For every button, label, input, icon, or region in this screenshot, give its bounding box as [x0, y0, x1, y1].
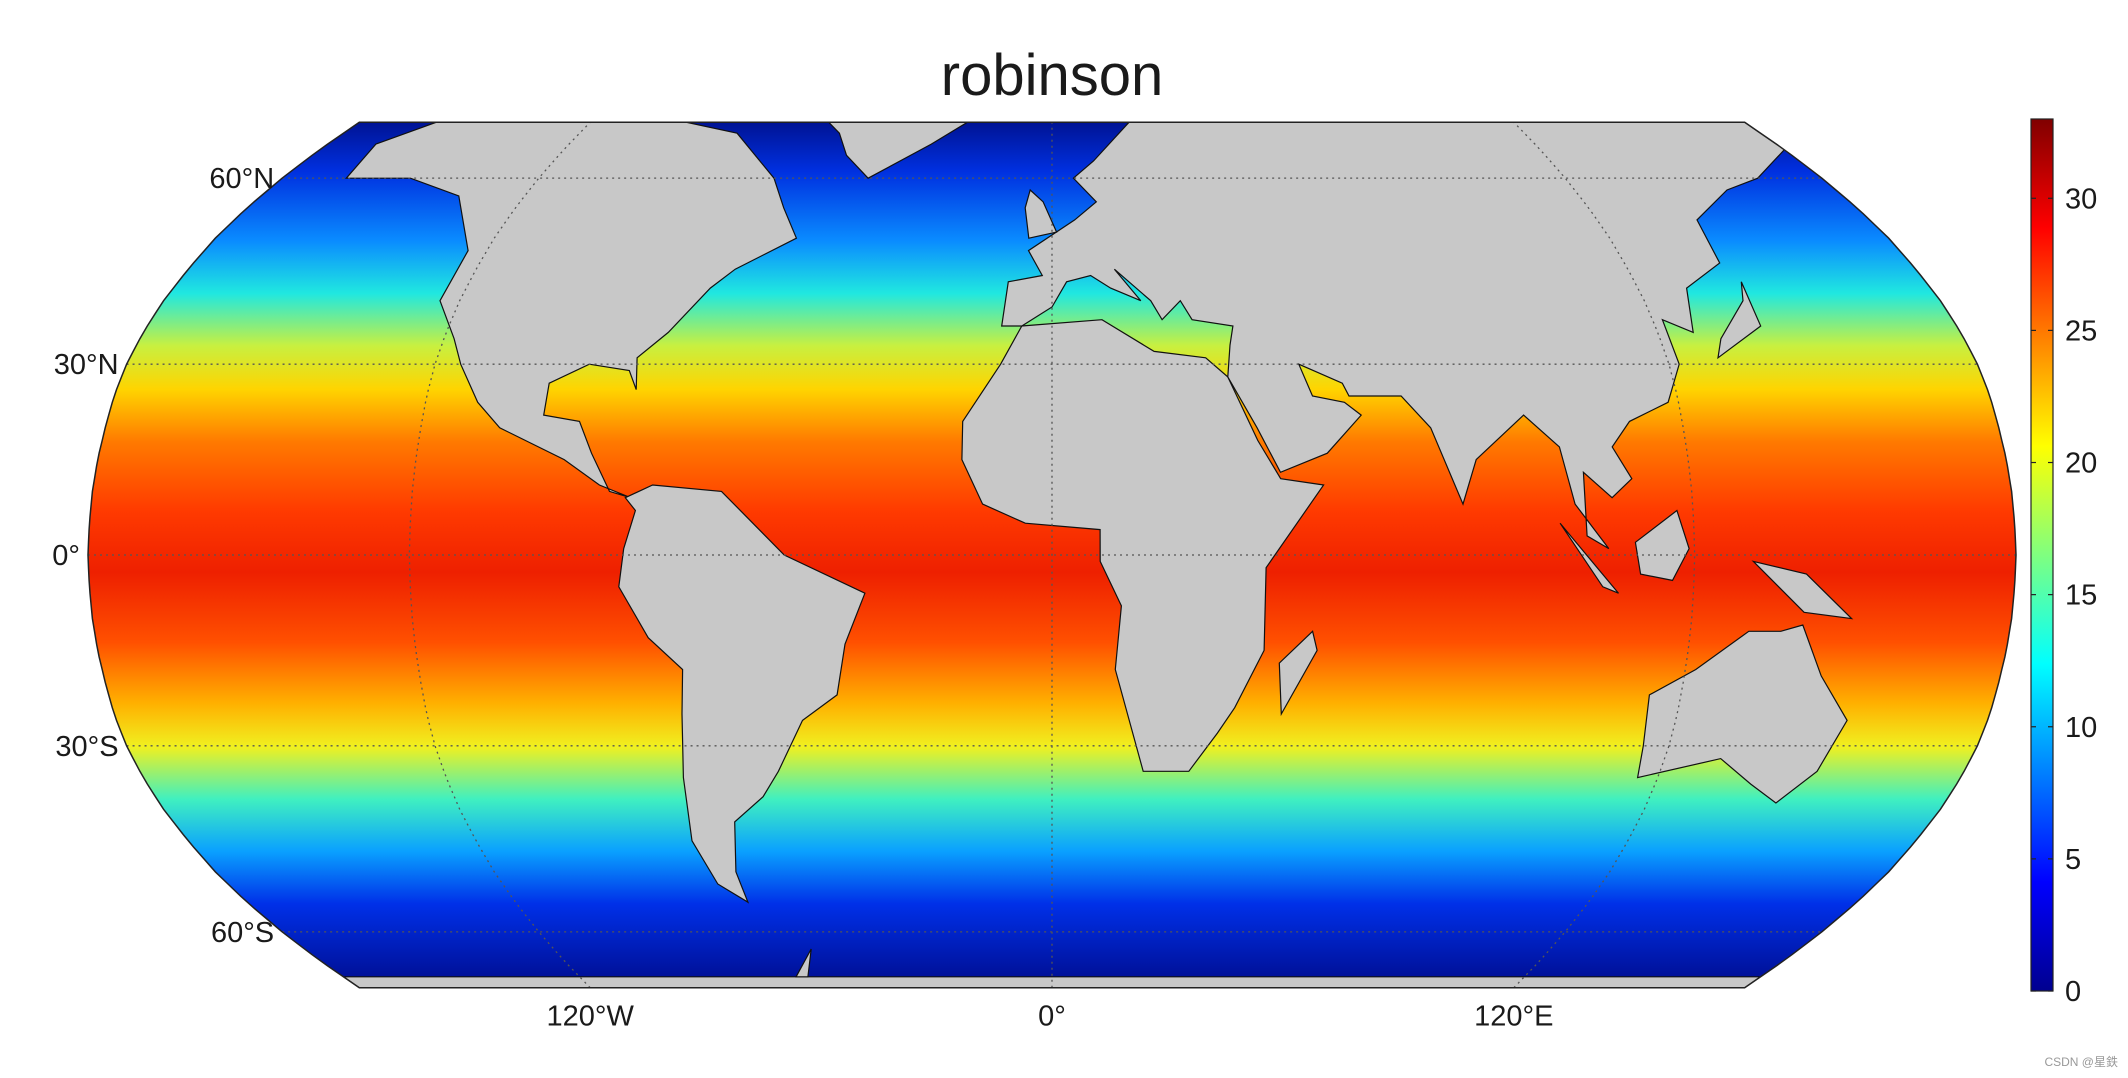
colorbar-tick-label: 25: [2065, 315, 2097, 347]
landmass: [827, 122, 975, 179]
watermark: CSDN @星鉄: [2044, 1054, 2118, 1069]
colorbar-tick-label: 0: [2065, 976, 2081, 1008]
map-title: robinson: [941, 43, 1163, 108]
landmass: [1559, 522, 1619, 594]
lat-label: 60°S: [211, 917, 274, 949]
colorbar: 0 5 10 15 20 25 30: [2030, 118, 2097, 1008]
landmass: [1001, 122, 1786, 550]
landmass: [795, 948, 812, 978]
lat-label: 60°N: [209, 163, 274, 195]
landmass: [1024, 188, 1058, 239]
colorbar-tick-label: 5: [2065, 844, 2081, 876]
lon-label: 120°W: [547, 1001, 635, 1033]
colorbar-tick-label: 30: [2065, 183, 2097, 215]
meridian-line: [408, 122, 591, 988]
lon-label: 120°E: [1474, 1001, 1553, 1033]
meridian-line: [1513, 122, 1696, 988]
map-frame: [87, 121, 2017, 989]
landmass: [961, 319, 1325, 772]
landmass: [344, 122, 798, 499]
colorbar-tick-label: 20: [2065, 448, 2097, 480]
colorbar-scale: [2030, 118, 2054, 992]
graticule-labels: 60°N 30°N 0° 30°S 60°S 120°W 0° 120°E: [52, 163, 1553, 1033]
landmass: [1278, 630, 1318, 717]
map-area: [88, 122, 2016, 988]
landmass: [618, 484, 866, 904]
lat-label: 30°S: [55, 731, 118, 763]
lat-label: 30°N: [54, 349, 119, 381]
landmass: [1751, 560, 1854, 620]
colorbar-tick-label: 15: [2065, 580, 2097, 612]
lat-label: 0°: [52, 540, 80, 572]
landmass: [1717, 281, 1762, 360]
landmass: [1634, 509, 1690, 582]
colorbar-tick-label: 10: [2065, 712, 2097, 744]
lon-label: 0°: [1038, 1001, 1066, 1033]
